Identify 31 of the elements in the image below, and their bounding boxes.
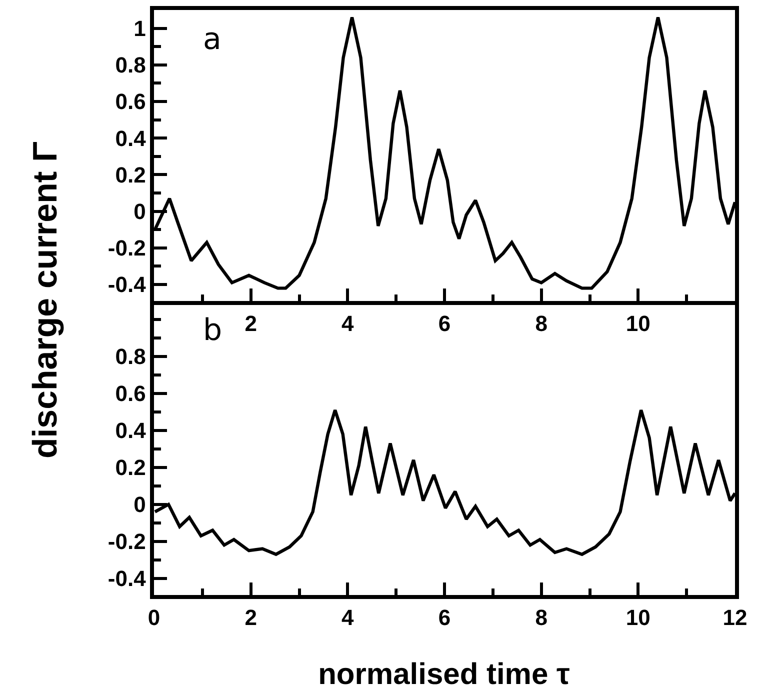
y-tick-label: 0.6 bbox=[115, 381, 146, 406]
y-tick-label: -0.4 bbox=[108, 272, 147, 298]
x-tick-label: 8 bbox=[535, 311, 548, 336]
y-tick-label: 0 bbox=[134, 492, 146, 518]
y-tick-label: -0.4 bbox=[108, 566, 147, 592]
x-tick-label: 8 bbox=[535, 605, 548, 630]
y-tick-label: 0.6 bbox=[115, 89, 146, 114]
x-tick-label: 6 bbox=[438, 605, 451, 630]
x-tick-label: 6 bbox=[438, 311, 451, 336]
x-tick-label: 10 bbox=[626, 605, 650, 630]
annotation: a bbox=[203, 22, 222, 57]
y-axis-title: discharge current Γ bbox=[26, 141, 66, 459]
y-tick-label: -0.2 bbox=[108, 529, 146, 554]
x-tick-label: 4 bbox=[342, 605, 355, 630]
y-tick-label: 0.4 bbox=[115, 126, 147, 151]
y-tick-label: 0 bbox=[134, 199, 146, 224]
x-tick-label: 4 bbox=[342, 311, 355, 336]
x-axis-title: normalised time τ bbox=[318, 658, 570, 692]
x-tick-label: 10 bbox=[626, 311, 650, 336]
x-tick-label: 2 bbox=[244, 311, 257, 336]
y-tick-label: 0.8 bbox=[115, 52, 146, 78]
line-series bbox=[154, 408, 735, 556]
y-tick-label: 0.2 bbox=[115, 162, 146, 188]
y-tick-label: -0.2 bbox=[108, 236, 146, 261]
x-tick-label: 12 bbox=[722, 605, 748, 630]
y-tick-label: 0.8 bbox=[115, 344, 146, 370]
x-tick-label: 2 bbox=[244, 605, 257, 630]
y-tick-label: 1 bbox=[134, 16, 146, 41]
y-tick-label: 0.2 bbox=[115, 455, 146, 480]
y-tick-label: 0.4 bbox=[115, 418, 147, 444]
annotation: b bbox=[203, 313, 222, 348]
